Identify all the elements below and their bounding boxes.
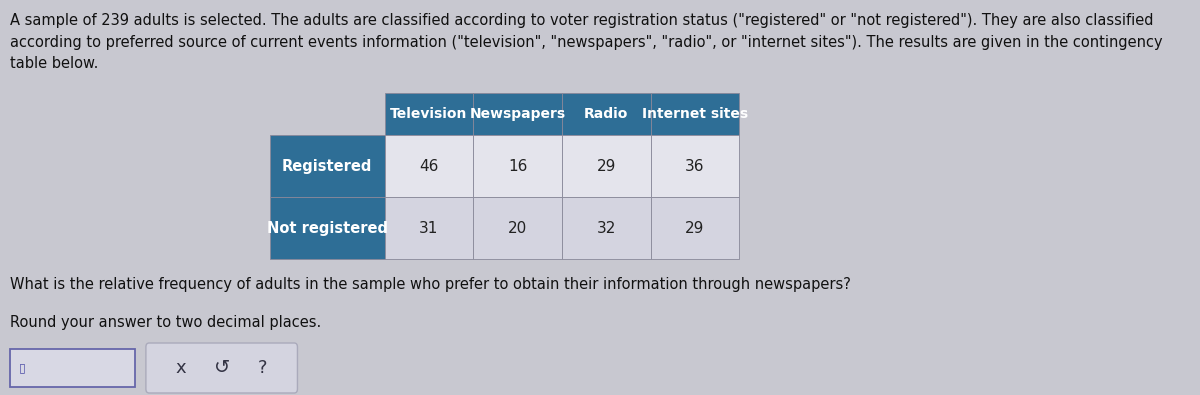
Text: A sample of 239 adults is selected. The adults are classified according to voter: A sample of 239 adults is selected. The …	[11, 13, 1163, 71]
Text: Registered: Registered	[282, 158, 372, 173]
Text: 29: 29	[596, 158, 616, 173]
Text: Television: Television	[390, 107, 468, 121]
FancyBboxPatch shape	[473, 93, 562, 135]
Text: What is the relative frequency of adults in the sample who prefer to obtain thei: What is the relative frequency of adults…	[11, 277, 851, 292]
FancyBboxPatch shape	[146, 343, 298, 393]
Text: Not registered: Not registered	[266, 220, 388, 235]
Text: 29: 29	[685, 220, 704, 235]
FancyBboxPatch shape	[384, 135, 473, 197]
Text: 16: 16	[508, 158, 527, 173]
Text: ▯: ▯	[18, 361, 25, 374]
Text: ↺: ↺	[214, 359, 230, 378]
Text: x: x	[175, 359, 186, 377]
FancyBboxPatch shape	[473, 135, 562, 197]
FancyBboxPatch shape	[384, 197, 473, 259]
FancyBboxPatch shape	[384, 93, 473, 135]
FancyBboxPatch shape	[650, 93, 739, 135]
FancyBboxPatch shape	[562, 197, 650, 259]
Text: 31: 31	[419, 220, 438, 235]
Text: Internet sites: Internet sites	[642, 107, 748, 121]
Text: ?: ?	[258, 359, 268, 377]
Text: 46: 46	[419, 158, 438, 173]
FancyBboxPatch shape	[11, 349, 136, 387]
FancyBboxPatch shape	[650, 135, 739, 197]
FancyBboxPatch shape	[270, 135, 384, 197]
FancyBboxPatch shape	[473, 197, 562, 259]
Text: Newspapers: Newspapers	[469, 107, 565, 121]
FancyBboxPatch shape	[650, 197, 739, 259]
Text: 20: 20	[508, 220, 527, 235]
Text: Round your answer to two decimal places.: Round your answer to two decimal places.	[11, 315, 322, 330]
Text: Radio: Radio	[584, 107, 629, 121]
Text: 36: 36	[685, 158, 704, 173]
FancyBboxPatch shape	[562, 93, 650, 135]
FancyBboxPatch shape	[562, 135, 650, 197]
FancyBboxPatch shape	[270, 197, 384, 259]
Text: 32: 32	[596, 220, 616, 235]
